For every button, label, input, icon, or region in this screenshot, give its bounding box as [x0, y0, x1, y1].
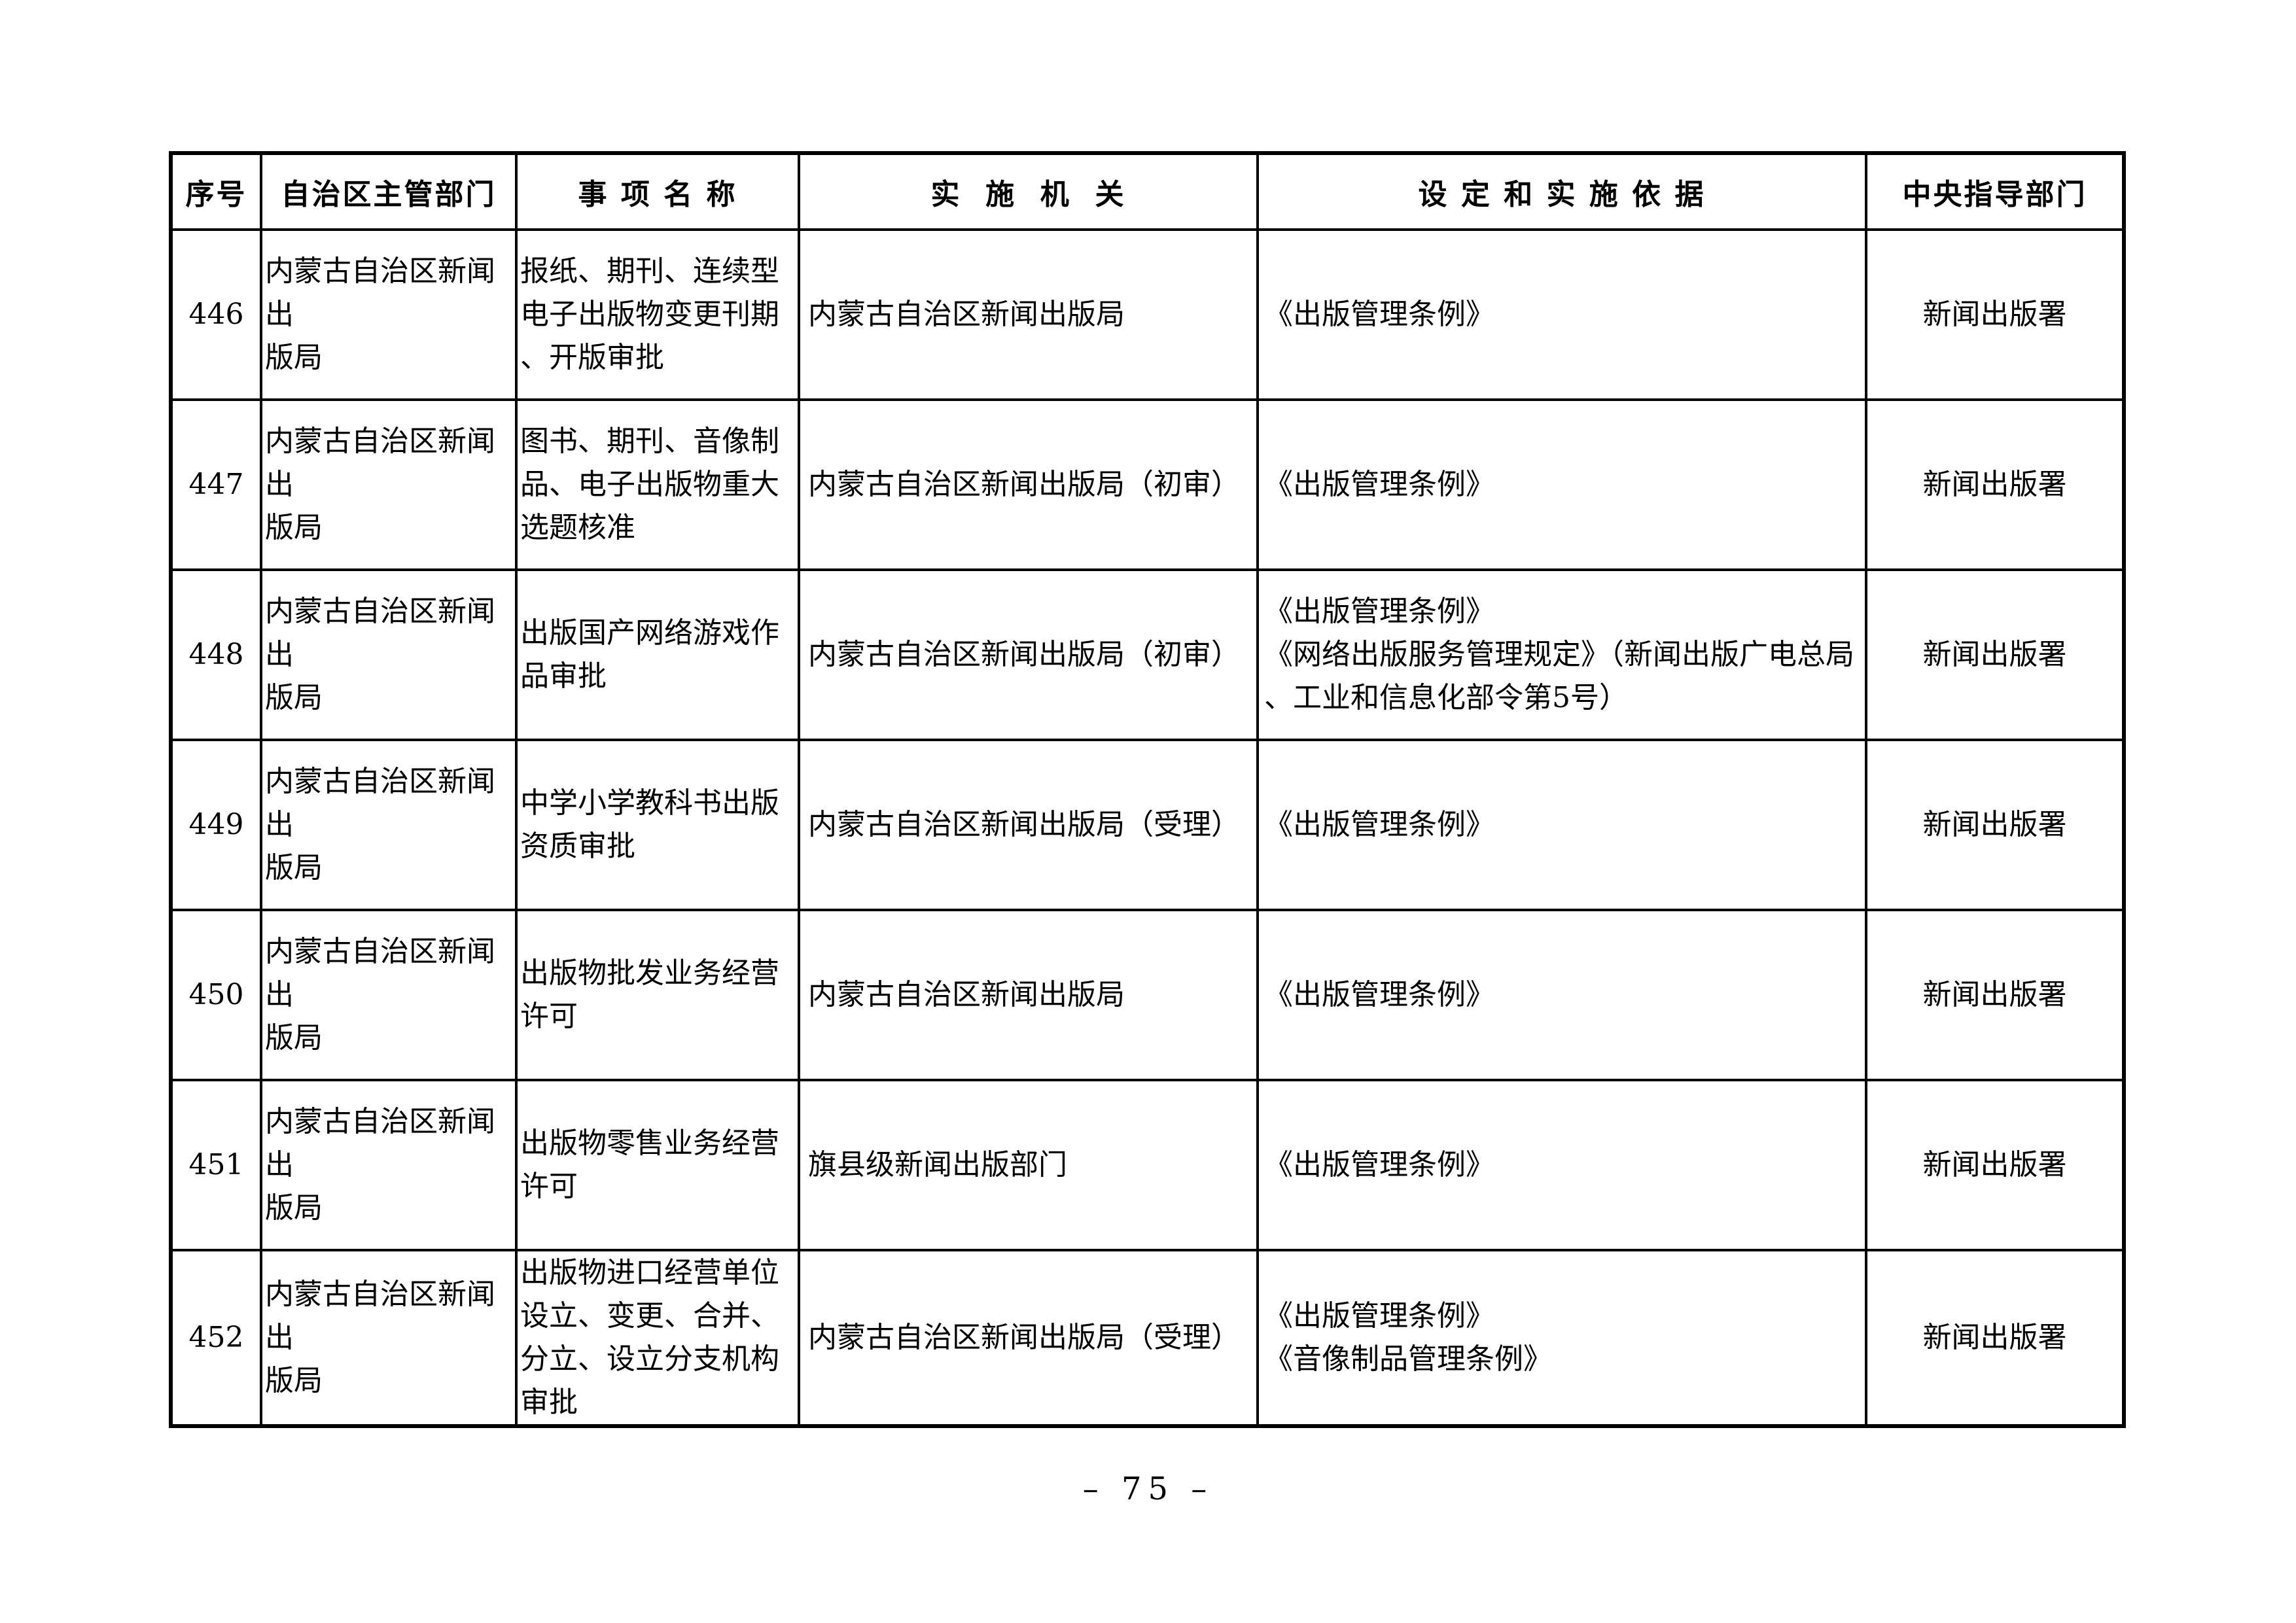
cell-serial-number: 448	[169, 568, 262, 741]
table-header: 序号 自治区主管部门 事 项 名 称 实 施 机 关 设 定 和 实 施 依 据…	[169, 152, 2125, 231]
cell-region-department: 内蒙古自治区新闻出 版局	[260, 228, 518, 401]
cell-implementing-agency: 内蒙古自治区新闻出版局（受理）	[798, 739, 1259, 911]
approval-items-table: 序号 自治区主管部门 事 项 名 称 实 施 机 关 设 定 和 实 施 依 据…	[169, 151, 2126, 1428]
cell-serial-number: 452	[169, 1249, 262, 1427]
table-row: 450 内蒙古自治区新闻出 版局 出版物批发业务经营 许可 内蒙古自治区新闻出版…	[169, 909, 2125, 1081]
cell-region-department: 内蒙古自治区新闻出 版局	[260, 1249, 518, 1427]
cell-central-guidance-department: 新闻出版署	[1865, 398, 2125, 571]
cell-basis: 《出版管理条例》	[1256, 398, 1867, 571]
cell-serial-number: 446	[169, 228, 262, 401]
page-number: – 75 –	[1082, 1471, 1214, 1507]
cell-implementing-agency: 内蒙古自治区新闻出版局（受理）	[798, 1249, 1259, 1427]
table-row: 447 内蒙古自治区新闻出 版局 图书、期刊、音像制 品、电子出版物重大 选题核…	[169, 398, 2125, 571]
cell-region-department: 内蒙古自治区新闻出 版局	[260, 1079, 518, 1251]
table-row: 451 内蒙古自治区新闻出 版局 出版物零售业务经营 许可 旗县级新闻出版部门 …	[169, 1079, 2125, 1251]
cell-item-name: 报纸、期刊、连续型 电子出版物变更刊期 、开版审批	[515, 228, 800, 401]
header-row: 序号 自治区主管部门 事 项 名 称 实 施 机 关 设 定 和 实 施 依 据…	[169, 152, 2125, 231]
header-item-name: 事 项 名 称	[515, 152, 800, 231]
cell-central-guidance-department: 新闻出版署	[1865, 1249, 2125, 1427]
cell-implementing-agency: 内蒙古自治区新闻出版局（初审）	[798, 398, 1259, 571]
cell-serial-number: 447	[169, 398, 262, 571]
header-serial-number: 序号	[169, 152, 262, 231]
cell-region-department: 内蒙古自治区新闻出 版局	[260, 909, 518, 1081]
cell-implementing-agency: 内蒙古自治区新闻出版局	[798, 909, 1259, 1081]
cell-basis: 《出版管理条例》	[1256, 909, 1867, 1081]
cell-item-name: 出版国产网络游戏作 品审批	[515, 568, 800, 741]
header-implementing-agency: 实 施 机 关	[798, 152, 1259, 231]
cell-central-guidance-department: 新闻出版署	[1865, 909, 2125, 1081]
table-row: 448 内蒙古自治区新闻出 版局 出版国产网络游戏作 品审批 内蒙古自治区新闻出…	[169, 568, 2125, 741]
cell-region-department: 内蒙古自治区新闻出 版局	[260, 568, 518, 741]
table-row: 446 内蒙古自治区新闻出 版局 报纸、期刊、连续型 电子出版物变更刊期 、开版…	[169, 228, 2125, 401]
cell-central-guidance-department: 新闻出版署	[1865, 739, 2125, 911]
cell-region-department: 内蒙古自治区新闻出 版局	[260, 398, 518, 571]
cell-item-name: 图书、期刊、音像制 品、电子出版物重大 选题核准	[515, 398, 800, 571]
cell-basis: 《出版管理条例》	[1256, 228, 1867, 401]
table-row: 452 内蒙古自治区新闻出 版局 出版物进口经营单位 设立、变更、合并、 分立、…	[169, 1249, 2125, 1427]
table-body: 446 内蒙古自治区新闻出 版局 报纸、期刊、连续型 电子出版物变更刊期 、开版…	[169, 228, 2125, 1427]
cell-central-guidance-department: 新闻出版署	[1865, 1079, 2125, 1251]
cell-serial-number: 449	[169, 739, 262, 911]
cell-item-name: 出版物进口经营单位 设立、变更、合并、 分立、设立分支机构 审批	[515, 1249, 800, 1427]
cell-implementing-agency: 旗县级新闻出版部门	[798, 1079, 1259, 1251]
cell-central-guidance-department: 新闻出版署	[1865, 228, 2125, 401]
cell-implementing-agency: 内蒙古自治区新闻出版局	[798, 228, 1259, 401]
cell-item-name: 出版物零售业务经营 许可	[515, 1079, 800, 1251]
cell-serial-number: 451	[169, 1079, 262, 1251]
cell-serial-number: 450	[169, 909, 262, 1081]
cell-implementing-agency: 内蒙古自治区新闻出版局（初审）	[798, 568, 1259, 741]
cell-region-department: 内蒙古自治区新闻出 版局	[260, 739, 518, 911]
cell-basis: 《出版管理条例》	[1256, 1079, 1867, 1251]
header-basis: 设 定 和 实 施 依 据	[1256, 152, 1867, 231]
cell-item-name: 出版物批发业务经营 许可	[515, 909, 800, 1081]
cell-item-name: 中学小学教科书出版 资质审批	[515, 739, 800, 911]
cell-basis: 《出版管理条例》 《网络出版服务管理规定》（新闻出版广电总局 、工业和信息化部令…	[1256, 568, 1867, 741]
cell-central-guidance-department: 新闻出版署	[1865, 568, 2125, 741]
cell-basis: 《出版管理条例》 《音像制品管理条例》	[1256, 1249, 1867, 1427]
header-central-guidance-department: 中央指导部门	[1865, 152, 2125, 231]
cell-basis: 《出版管理条例》	[1256, 739, 1867, 911]
table-row: 449 内蒙古自治区新闻出 版局 中学小学教科书出版 资质审批 内蒙古自治区新闻…	[169, 739, 2125, 911]
header-region-department: 自治区主管部门	[260, 152, 518, 231]
